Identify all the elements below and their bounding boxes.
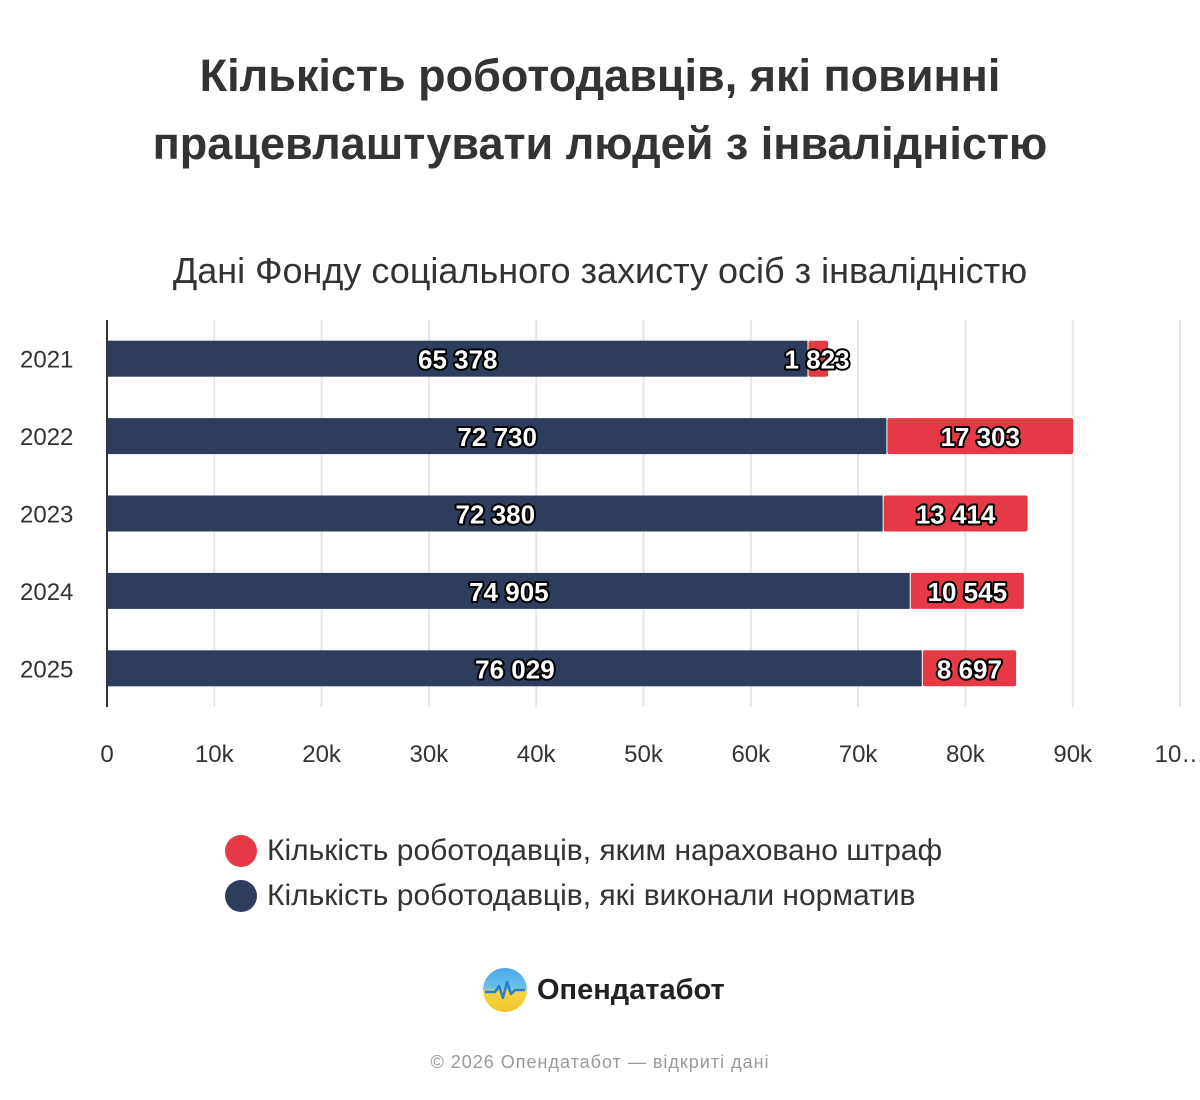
legend-label-fine: Кількість роботодавців, яким нараховано … bbox=[267, 833, 943, 867]
chart-title: Кількість роботодавців, які повинні прац… bbox=[152, 50, 1048, 169]
data-label-fine: 10 545 bbox=[928, 577, 1008, 607]
logo-text: Опендатабот bbox=[537, 973, 725, 1006]
bar-fine bbox=[883, 495, 1028, 532]
x-tick-label: 0 bbox=[100, 741, 113, 768]
x-tick-label: 90k bbox=[1053, 741, 1093, 768]
data-label-fine: 17 303 bbox=[940, 422, 1020, 452]
category-label: 2022 bbox=[20, 424, 73, 451]
data-label-compliant: 76 029 bbox=[475, 654, 555, 684]
data-label-compliant: 74 905 bbox=[469, 577, 549, 607]
data-label-compliant: 65 378 bbox=[418, 345, 498, 375]
bar-compliant bbox=[107, 418, 887, 455]
data-label-compliant: 72 380 bbox=[456, 500, 536, 530]
x-tick-label: 40k bbox=[517, 741, 557, 768]
x-tick-label: 50k bbox=[624, 741, 664, 768]
bar-fine bbox=[887, 418, 1074, 455]
x-tick-label: 60k bbox=[731, 741, 771, 768]
legend-label-compliant: Кількість роботодавців, які виконали нор… bbox=[267, 878, 916, 912]
category-label: 2025 bbox=[20, 656, 73, 683]
bar-compliant bbox=[107, 650, 922, 687]
chart-subtitle: Дані Фонду соціального захисту осіб з ін… bbox=[172, 250, 1028, 291]
category-label: 2021 bbox=[20, 347, 73, 374]
x-tick-label: 10k bbox=[195, 741, 235, 768]
data-label-compliant: 72 730 bbox=[457, 422, 537, 452]
data-label-fine: 1 823 bbox=[785, 345, 850, 375]
brand-logo[interactable]: Опендатабот bbox=[483, 968, 725, 1012]
legend-dot-compliant bbox=[225, 879, 257, 912]
x-tick-label: 20k bbox=[302, 741, 342, 768]
x-tick-label: 70k bbox=[839, 741, 879, 768]
footer-note: © 2026 Опендатабот — відкриті дані bbox=[430, 1052, 770, 1072]
logo-icon bbox=[483, 968, 527, 1012]
legend-dot-fine bbox=[225, 834, 257, 867]
x-tick-label: 80k bbox=[946, 741, 986, 768]
bar-compliant bbox=[107, 340, 808, 377]
bar-compliant bbox=[107, 495, 883, 532]
data-label-fine: 13 414 bbox=[916, 500, 996, 530]
legend: Кількість роботодавців, яким нараховано … bbox=[225, 828, 942, 918]
bar-fine bbox=[922, 650, 1017, 687]
legend-item-fine[interactable]: Кількість роботодавців, яким нараховано … bbox=[225, 828, 942, 873]
bar-fine bbox=[910, 572, 1024, 609]
bar-fine bbox=[808, 340, 829, 377]
category-label: 2024 bbox=[20, 579, 73, 606]
data-label-fine: 8 697 bbox=[937, 654, 1002, 684]
bar-compliant bbox=[107, 572, 910, 609]
x-tick-label: 10… bbox=[1155, 741, 1200, 768]
legend-item-compliant[interactable]: Кількість роботодавців, які виконали нор… bbox=[225, 873, 942, 918]
category-label: 2023 bbox=[20, 502, 73, 529]
x-tick-label: 30k bbox=[410, 741, 450, 768]
